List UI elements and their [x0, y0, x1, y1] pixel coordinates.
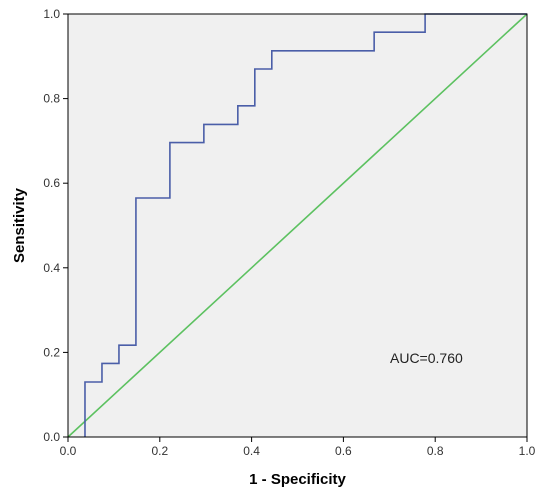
- x-tick-label: 0.2: [151, 444, 168, 458]
- x-tick-label: 0.6: [335, 444, 352, 458]
- y-tick-label: 0.2: [43, 345, 60, 359]
- x-axis-ticks: 0.0 0.2 0.4 0.6 0.8 1.0: [60, 437, 535, 458]
- reference-line: [67, 13, 528, 438]
- roc-curve: [84, 13, 527, 437]
- y-axis-ticks: 0.0 0.2 0.4 0.6 0.8 1.0: [43, 7, 68, 444]
- x-axis-title: 1 - Specificity: [249, 471, 346, 488]
- x-tick-label: 0.4: [243, 444, 260, 458]
- y-tick-label: 0.0: [43, 430, 60, 444]
- y-tick-label: 0.8: [43, 92, 60, 106]
- y-tick-label: 0.4: [43, 261, 60, 275]
- x-tick-label: 1.0: [519, 444, 535, 458]
- x-tick-label: 0.8: [427, 444, 444, 458]
- y-axis-title: Sensitivity: [11, 187, 28, 263]
- auc-annotation: AUC=0.760: [390, 350, 463, 366]
- plot-frame: [67, 13, 528, 438]
- y-tick-label: 0.6: [43, 176, 60, 190]
- x-tick-label: 0.0: [60, 444, 77, 458]
- y-tick-label: 1.0: [43, 7, 60, 21]
